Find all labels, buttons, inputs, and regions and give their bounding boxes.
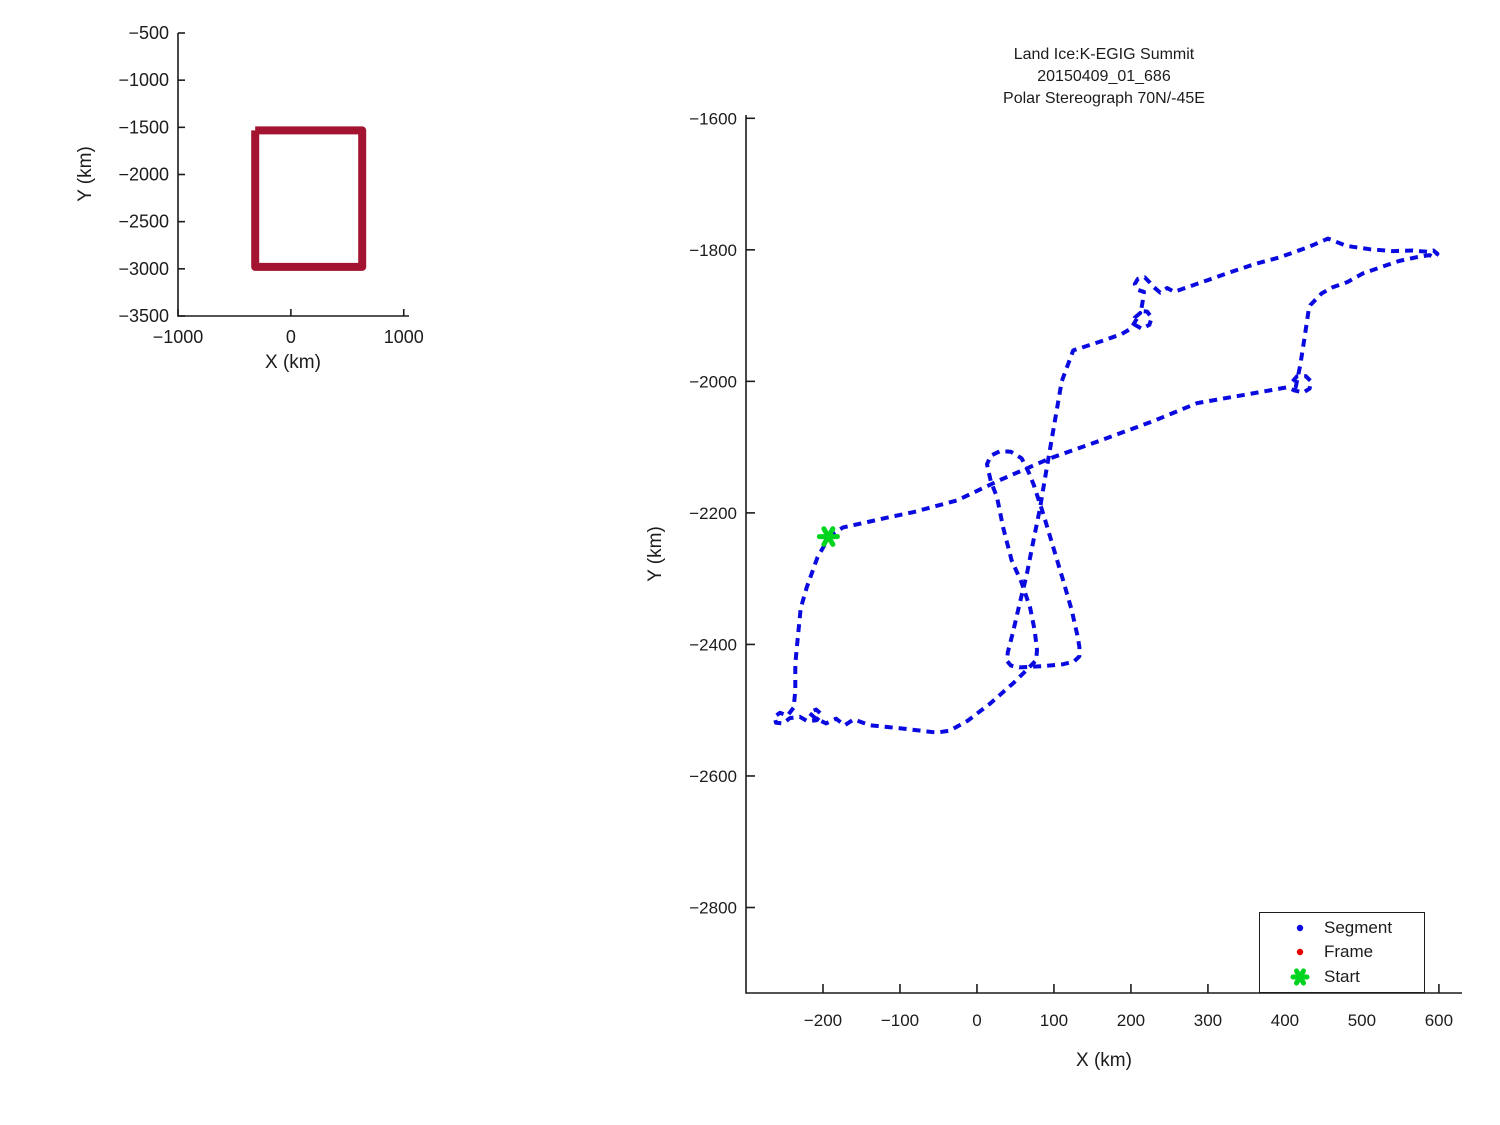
- title-line-1: Land Ice:K-EGIG Summit: [1013, 46, 1195, 63]
- frame-marker-dot: [1296, 949, 1304, 956]
- flight-track-segment: [772, 236, 1440, 735]
- y-tick-label: −3500: [118, 306, 169, 326]
- legend-entry-frame: Frame: [1260, 940, 1424, 964]
- y-tick-label: −2400: [689, 635, 737, 654]
- y-tick-label: −3000: [118, 259, 169, 279]
- coverage-extent-box: [251, 126, 367, 271]
- y-tick-label: −500: [128, 23, 169, 43]
- x-tick-label: 0: [972, 1011, 981, 1030]
- legend-entry-segment: Segment: [1260, 916, 1424, 940]
- x-tick-label: 600: [1425, 1011, 1453, 1030]
- title-line-2: 20150409_01_686: [1037, 68, 1171, 85]
- x-tick-label: 200: [1117, 1011, 1145, 1030]
- x-tick-label: 300: [1194, 1011, 1222, 1030]
- x-tick-label: −1000: [153, 327, 204, 347]
- start-marker: [816, 526, 840, 547]
- main-plot: −200 −100 0 100 200 300 400 500 600 −1600 −1800 −20…: [689, 109, 1462, 1030]
- start-asterisk-icon: [1290, 968, 1310, 986]
- main-axes: [745, 115, 1462, 994]
- main-plot-title: Land Ice:K-EGIG Summit 20150409_01_686 P…: [746, 44, 1462, 110]
- overview-y-axis-label: Y (km): [75, 146, 96, 202]
- overview-axes: [177, 33, 409, 317]
- x-tick-label: 0: [286, 327, 296, 347]
- x-tick-label: −100: [881, 1011, 919, 1030]
- legend-label-frame: Frame: [1324, 942, 1374, 962]
- overview-x-axis-label: X (km): [265, 352, 321, 373]
- title-line-3: Polar Stereograph 70N/-45E: [1003, 90, 1205, 107]
- legend-box: Segment Frame Start: [1259, 912, 1425, 993]
- x-tick-label: 500: [1348, 1011, 1376, 1030]
- frame-dot-icon: [1296, 949, 1304, 956]
- y-tick-label: −1800: [689, 241, 737, 260]
- overview-plot: −1000 0 1000 −500 −1000 −1500 −2000 −2500 −3000 −…: [118, 23, 423, 347]
- y-tick-label: −2800: [689, 899, 737, 918]
- y-tick-label: −1000: [118, 70, 169, 90]
- legend-label-start: Start: [1324, 966, 1360, 986]
- legend-label-segment: Segment: [1324, 918, 1393, 938]
- segment-marker-dot: [1296, 924, 1304, 932]
- legend-entry-start: Start: [1260, 965, 1424, 989]
- x-tick-label: 1000: [384, 327, 424, 347]
- x-tick-label: 100: [1040, 1011, 1068, 1030]
- segment-dot-icon: [1296, 924, 1304, 932]
- main-y-axis-label: Y (km): [645, 526, 666, 582]
- y-tick-label: −1500: [118, 117, 169, 137]
- main-x-axis-label: X (km): [1076, 1050, 1132, 1071]
- x-tick-label: 400: [1271, 1011, 1299, 1030]
- y-tick-label: −2500: [118, 212, 169, 232]
- y-tick-label: −2600: [689, 767, 737, 786]
- y-tick-label: −2000: [118, 165, 169, 185]
- y-tick-label: −1600: [689, 109, 737, 128]
- x-tick-label: −200: [804, 1011, 842, 1030]
- start-marker-asterisk: [1290, 968, 1310, 986]
- y-tick-label: −2000: [689, 372, 737, 391]
- y-tick-label: −2200: [689, 504, 737, 523]
